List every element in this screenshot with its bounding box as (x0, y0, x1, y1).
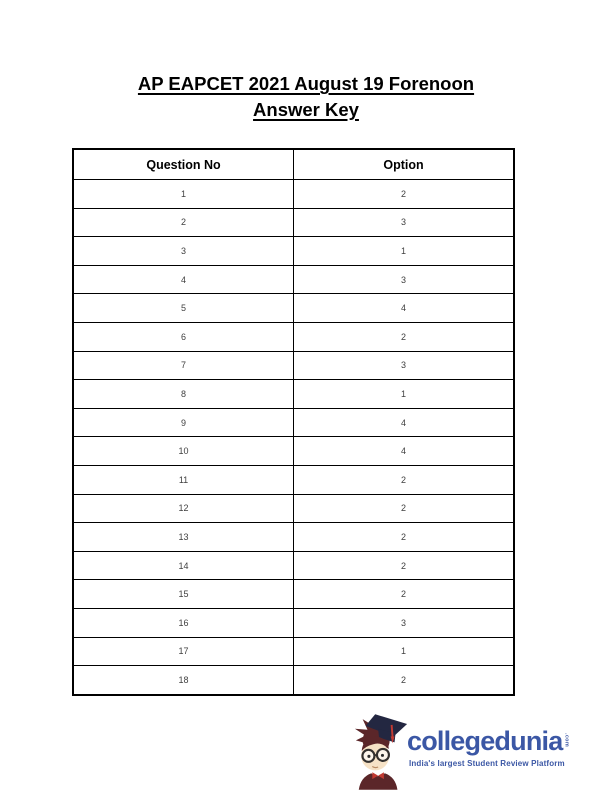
table-row: 10 4 (72, 436, 515, 466)
brand-tagline: India's largest Student Review Platform (409, 759, 565, 768)
page-title-line-2: Answer Key (253, 99, 359, 120)
option-cell: 2 (293, 550, 515, 581)
mascot-cap-board (365, 714, 408, 737)
brand-domain-suffix: .com (563, 733, 570, 748)
collegedunia-mascot-icon (354, 714, 408, 790)
option-cell: 3 (293, 350, 515, 381)
option-cell: 4 (293, 436, 515, 466)
question-no-cell: 1 (72, 179, 294, 209)
question-no-cell: 8 (72, 379, 294, 409)
option-cell: 1 (293, 236, 515, 266)
mascot-bow-right (378, 772, 384, 780)
option-cell: 2 (293, 321, 515, 352)
question-no-cell: 7 (72, 350, 294, 381)
table-row: 16 3 (72, 607, 515, 638)
mascot-mouth (371, 766, 379, 769)
question-no-cell: 3 (72, 236, 294, 266)
table-row: 17 1 (72, 636, 515, 667)
question-no-cell: 18 (72, 665, 294, 696)
option-cell: 1 (293, 379, 515, 409)
answer-table-body: 1 2 2 3 3 1 4 3 5 4 6 2 7 3 8 1 9 4 10 4 11 2 12 2 13 2 14 2 15 2 16 3 1… (72, 179, 515, 696)
option-cell: 4 (293, 407, 515, 438)
question-no-cell: 16 (72, 607, 294, 638)
option-cell: 2 (293, 493, 515, 524)
question-no-header: Question No (72, 148, 294, 180)
page-title: AP EAPCET 2021 August 19 Forenoon Answer… (0, 71, 612, 123)
mascot-cap-base (378, 728, 396, 743)
mascot-body (358, 773, 398, 790)
mascot-eye-left (367, 754, 371, 758)
mascot-tassel-tip (390, 736, 395, 744)
mascot-fringe (361, 736, 389, 752)
brand-name: collegedunia (407, 726, 563, 756)
answer-key-table: Question No Option 1 2 2 3 3 1 4 3 5 4 6 2 7 3 8 1 9 4 10 4… (72, 148, 515, 696)
question-no-cell: 9 (72, 407, 294, 438)
question-no-cell: 13 (72, 522, 294, 552)
table-header-row: Question No Option (72, 148, 515, 180)
question-no-cell: 4 (72, 264, 294, 295)
table-row: 12 2 (72, 493, 515, 524)
option-cell: 3 (293, 607, 515, 638)
question-no-cell: 15 (72, 579, 294, 609)
table-row: 14 2 (72, 550, 515, 581)
logo-text-block: collegedunia .com India's largest Studen… (407, 712, 570, 769)
mascot-eye-right (380, 753, 384, 757)
question-no-cell: 2 (72, 207, 294, 238)
question-no-cell: 10 (72, 436, 294, 466)
page-title-line-1: AP EAPCET 2021 August 19 Forenoon (137, 73, 475, 94)
option-cell: 2 (293, 179, 515, 209)
table-row: 15 2 (72, 579, 515, 609)
mascot-bow-left (372, 772, 379, 780)
question-no-cell: 5 (72, 293, 294, 323)
collegedunia-logo: collegedunia .com India's largest Studen… (352, 712, 588, 792)
option-header: Option (293, 148, 515, 180)
option-cell: 4 (293, 293, 515, 323)
mascot-tassel-cord (390, 724, 394, 738)
option-cell: 2 (293, 665, 515, 696)
option-cell: 1 (293, 636, 515, 667)
question-no-cell: 14 (72, 550, 294, 581)
table-row: 11 2 (72, 464, 515, 495)
option-cell: 2 (293, 464, 515, 495)
table-row: 13 2 (72, 522, 515, 552)
question-no-cell: 17 (72, 636, 294, 667)
question-no-cell: 12 (72, 493, 294, 524)
option-cell: 3 (293, 207, 515, 238)
table-row: 18 2 (72, 665, 515, 696)
question-no-cell: 11 (72, 464, 294, 495)
option-cell: 2 (293, 522, 515, 552)
question-no-cell: 6 (72, 321, 294, 352)
option-cell: 3 (293, 264, 515, 295)
option-cell: 2 (293, 579, 515, 609)
